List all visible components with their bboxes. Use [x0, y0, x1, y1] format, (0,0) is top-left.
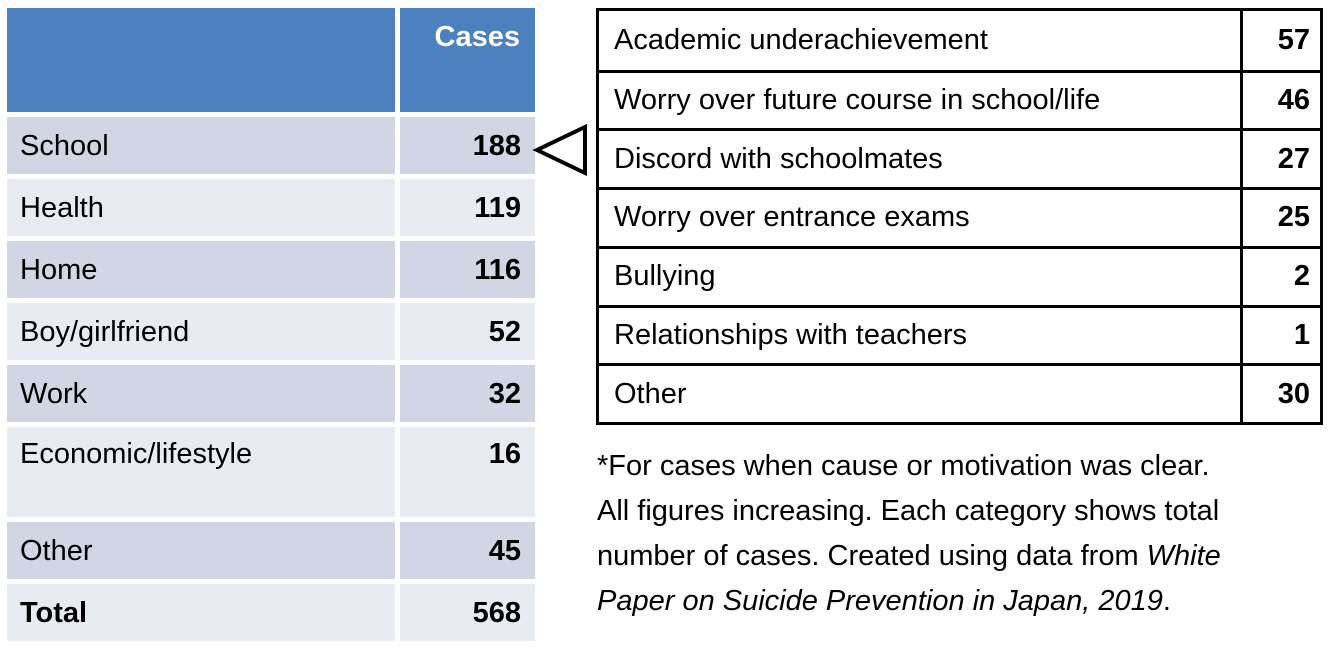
row-label-worry-entrance-exams: Worry over entrance exams — [614, 201, 970, 234]
row-label-total: Total — [7, 584, 395, 641]
row-label-boy-girlfriend: Boy/girlfriend — [7, 303, 395, 360]
table-row: Discord with schoolmates 27 — [599, 128, 1320, 188]
row-label-school: School — [7, 117, 395, 174]
left-pointing-triangle-arrow — [532, 123, 587, 177]
header-empty-cell — [7, 8, 395, 112]
footnote-source-title-part-2: Paper on Suicide Prevention in Japan, 20… — [597, 585, 1163, 617]
table-row: Worry over future course in school/life … — [599, 69, 1320, 129]
row-value-work: 32 — [400, 365, 535, 422]
row-value-school: 188 — [400, 117, 535, 174]
footnote-line-4-period: . — [1162, 585, 1171, 617]
row-label-bullying: Bullying — [614, 260, 716, 293]
row-value-relationships-teachers: 1 — [1240, 307, 1320, 364]
footnote-source-title-part-1: White — [1146, 540, 1221, 572]
row-value-economic-lifestyle: 16 — [400, 427, 535, 517]
row-value-home: 116 — [400, 241, 535, 298]
footnote-line-1: *For cases when cause or motivation was … — [597, 450, 1210, 482]
row-value-worry-future-course: 46 — [1240, 72, 1320, 129]
row-label-academic-underachievement: Academic underachievement — [614, 23, 988, 56]
row-label-other-breakdown: Other — [614, 377, 687, 410]
row-value-academic-underachievement: 57 — [1240, 11, 1320, 70]
footnote-line-2: All figures increasing. Each category sh… — [597, 495, 1220, 527]
row-value-health: 119 — [400, 179, 535, 236]
row-value-other: 45 — [400, 522, 535, 579]
row-label-other: Other — [7, 522, 395, 579]
table-row: Other 30 — [599, 363, 1320, 422]
footnote-line-4: Paper on Suicide Prevention in Japan, 20… — [597, 579, 1322, 624]
row-label-economic-lifestyle: Economic/lifestyle — [7, 427, 395, 517]
footnote-line-3: number of cases. Created using data from… — [597, 534, 1322, 579]
row-label-home: Home — [7, 241, 395, 298]
cases-column-header: Cases — [400, 8, 535, 112]
row-value-boy-girlfriend: 52 — [400, 303, 535, 360]
row-value-worry-entrance-exams: 25 — [1240, 190, 1320, 246]
row-value-bullying: 2 — [1240, 248, 1320, 305]
table-row: Academic underachievement 57 — [599, 11, 1320, 70]
row-label-health: Health — [7, 179, 395, 236]
causes-summary-table: Cases School 188 Health 119 Home 116 Boy… — [7, 8, 535, 641]
row-value-other-breakdown: 30 — [1240, 366, 1320, 422]
footnote-line-3-text: number of cases. Created using data from — [597, 540, 1147, 572]
row-value-total: 568 — [400, 584, 535, 641]
footnote: *For cases when cause or motivation was … — [597, 444, 1322, 624]
table-row: Relationships with teachers 1 — [599, 304, 1320, 364]
table-row: Bullying 2 — [599, 245, 1320, 305]
row-label-worry-future-course: Worry over future course in school/life — [614, 84, 1101, 117]
row-value-discord-schoolmates: 27 — [1240, 131, 1320, 188]
school-breakdown-table: Academic underachievement 57 Worry over … — [596, 8, 1323, 425]
row-label-relationships-teachers: Relationships with teachers — [614, 318, 968, 351]
row-label-work: Work — [7, 365, 395, 422]
table-row: Worry over entrance exams 25 — [599, 187, 1320, 246]
row-label-discord-schoolmates: Discord with schoolmates — [614, 142, 943, 175]
